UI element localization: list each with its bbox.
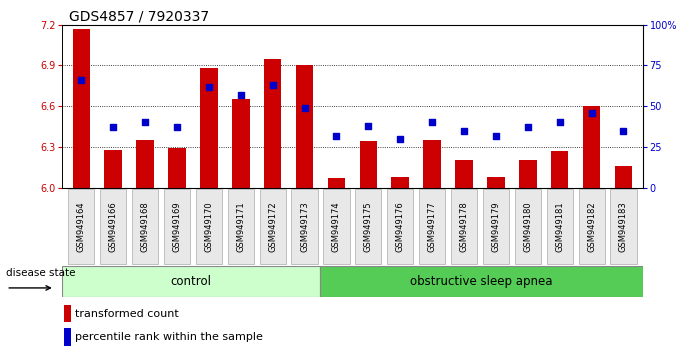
Text: GSM949169: GSM949169 bbox=[173, 201, 182, 252]
Bar bbox=[64, 329, 70, 346]
Text: control: control bbox=[171, 275, 211, 287]
Bar bbox=[62, 266, 320, 297]
FancyBboxPatch shape bbox=[451, 189, 477, 264]
Text: GSM949183: GSM949183 bbox=[619, 201, 628, 252]
FancyBboxPatch shape bbox=[323, 189, 350, 264]
Text: disease state: disease state bbox=[6, 268, 76, 278]
Text: GDS4857 / 7920337: GDS4857 / 7920337 bbox=[69, 9, 209, 23]
Bar bbox=[392, 177, 409, 188]
Text: transformed count: transformed count bbox=[75, 309, 178, 319]
Bar bbox=[583, 106, 600, 188]
Bar bbox=[73, 29, 90, 188]
FancyBboxPatch shape bbox=[387, 189, 413, 264]
Text: GSM949179: GSM949179 bbox=[491, 201, 500, 252]
Bar bbox=[232, 99, 249, 188]
FancyBboxPatch shape bbox=[355, 189, 381, 264]
Point bbox=[299, 105, 310, 111]
Text: GSM949181: GSM949181 bbox=[555, 201, 565, 252]
FancyBboxPatch shape bbox=[68, 189, 95, 264]
Bar bbox=[615, 166, 632, 188]
Text: GSM949172: GSM949172 bbox=[268, 201, 277, 252]
Text: obstructive sleep apnea: obstructive sleep apnea bbox=[410, 275, 553, 287]
Text: percentile rank within the sample: percentile rank within the sample bbox=[75, 332, 263, 342]
Text: GSM949164: GSM949164 bbox=[77, 201, 86, 252]
Bar bbox=[320, 266, 643, 297]
FancyBboxPatch shape bbox=[164, 189, 190, 264]
Point bbox=[235, 92, 246, 98]
Text: GSM949180: GSM949180 bbox=[523, 201, 532, 252]
Text: GSM949173: GSM949173 bbox=[300, 201, 309, 252]
FancyBboxPatch shape bbox=[196, 189, 222, 264]
Bar bbox=[200, 68, 218, 188]
FancyBboxPatch shape bbox=[578, 189, 605, 264]
Point bbox=[618, 128, 629, 133]
Bar bbox=[168, 148, 186, 188]
Bar bbox=[487, 177, 504, 188]
FancyBboxPatch shape bbox=[228, 189, 254, 264]
Text: GSM949182: GSM949182 bbox=[587, 201, 596, 252]
Point bbox=[76, 77, 87, 83]
Point bbox=[140, 120, 151, 125]
Point bbox=[426, 120, 437, 125]
Bar bbox=[264, 59, 281, 188]
Text: GSM949170: GSM949170 bbox=[205, 201, 214, 252]
FancyBboxPatch shape bbox=[547, 189, 573, 264]
Text: GSM949177: GSM949177 bbox=[428, 201, 437, 252]
Point bbox=[522, 125, 533, 130]
Text: GSM949175: GSM949175 bbox=[364, 201, 373, 252]
Point bbox=[586, 110, 597, 115]
Point bbox=[395, 136, 406, 142]
Point bbox=[459, 128, 470, 133]
Text: GSM949174: GSM949174 bbox=[332, 201, 341, 252]
Bar bbox=[551, 151, 569, 188]
Text: GSM949171: GSM949171 bbox=[236, 201, 245, 252]
Point bbox=[267, 82, 278, 88]
FancyBboxPatch shape bbox=[515, 189, 541, 264]
Bar bbox=[104, 150, 122, 188]
Bar bbox=[359, 142, 377, 188]
Text: GSM949178: GSM949178 bbox=[460, 201, 468, 252]
Bar bbox=[424, 140, 441, 188]
Point bbox=[331, 133, 342, 138]
FancyBboxPatch shape bbox=[132, 189, 158, 264]
FancyBboxPatch shape bbox=[260, 189, 286, 264]
Text: GSM949176: GSM949176 bbox=[396, 201, 405, 252]
Bar bbox=[64, 305, 70, 322]
Text: GSM949166: GSM949166 bbox=[108, 201, 117, 252]
Point bbox=[554, 120, 565, 125]
Point bbox=[491, 133, 502, 138]
Text: GSM949168: GSM949168 bbox=[140, 201, 150, 252]
FancyBboxPatch shape bbox=[419, 189, 445, 264]
Bar bbox=[455, 160, 473, 188]
Point bbox=[203, 84, 214, 90]
Point bbox=[363, 123, 374, 129]
Point bbox=[171, 125, 182, 130]
FancyBboxPatch shape bbox=[610, 189, 636, 264]
Point bbox=[108, 125, 119, 130]
FancyBboxPatch shape bbox=[292, 189, 318, 264]
Bar bbox=[519, 160, 537, 188]
FancyBboxPatch shape bbox=[483, 189, 509, 264]
Bar bbox=[328, 178, 346, 188]
FancyBboxPatch shape bbox=[100, 189, 126, 264]
Bar bbox=[296, 65, 313, 188]
Bar bbox=[136, 140, 154, 188]
